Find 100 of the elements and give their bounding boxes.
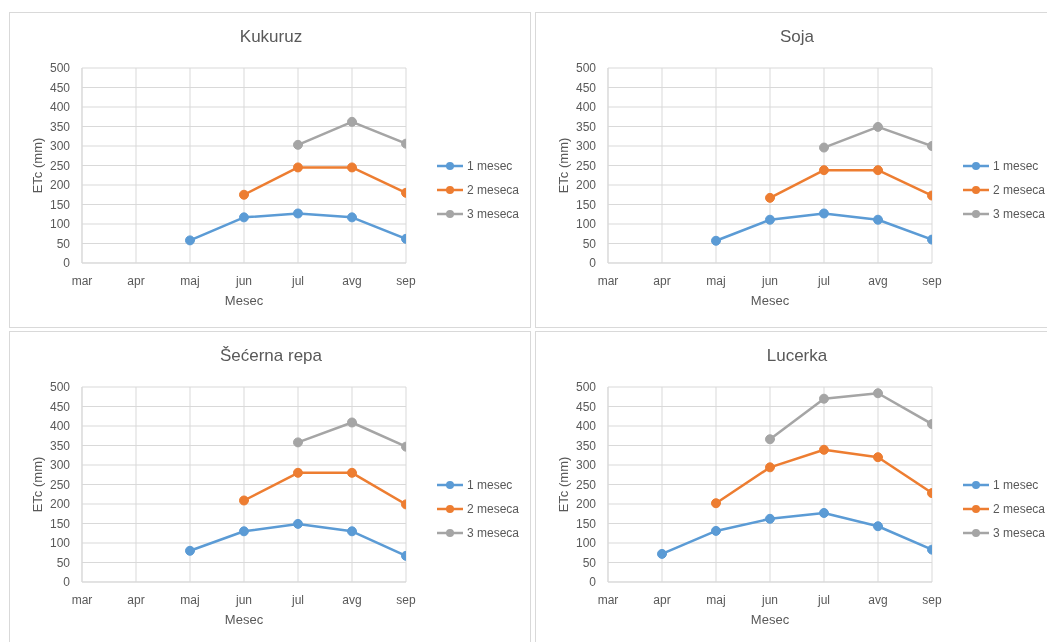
y-tick-label: 100 xyxy=(575,536,597,551)
legend-label: 2 meseca xyxy=(993,502,1046,516)
point xyxy=(819,208,829,219)
x-axis-title: Mesec xyxy=(750,292,790,308)
x-axis-title: Mesec xyxy=(750,611,790,627)
y-tick-label: 50 xyxy=(582,555,597,570)
y-tick-label: 300 xyxy=(49,139,71,154)
y-tick-label: 500 xyxy=(575,380,597,395)
x-tick-label: mar xyxy=(597,592,619,607)
x-tick-label: avg xyxy=(868,592,888,607)
y-tick-label: 450 xyxy=(49,399,71,414)
point xyxy=(765,192,775,203)
point xyxy=(711,498,721,509)
x-tick-label: maj xyxy=(180,592,200,607)
y-tick-label: 100 xyxy=(575,217,597,232)
y-tick-label: 50 xyxy=(56,236,71,251)
y-tick-label: 300 xyxy=(575,139,597,154)
point xyxy=(239,212,249,223)
y-axis-title: ETc (mm) xyxy=(29,137,45,194)
x-tick-label: avg xyxy=(342,592,362,607)
y-tick-label: 350 xyxy=(575,438,597,453)
y-tick-label: 400 xyxy=(575,419,597,434)
x-tick-label: mar xyxy=(71,592,93,607)
point xyxy=(873,521,883,532)
y-tick-label: 350 xyxy=(49,119,71,134)
chart-title: Kukuruz xyxy=(238,27,304,47)
y-tick-label: 200 xyxy=(49,178,71,193)
y-tick-label: 250 xyxy=(575,158,597,173)
point xyxy=(185,235,195,246)
x-axis-title: Mesec xyxy=(224,292,264,308)
y-tick-label: 0 xyxy=(63,575,71,590)
point xyxy=(239,495,249,506)
y-tick-label: 400 xyxy=(49,100,71,115)
y-tick-label: 400 xyxy=(575,100,597,115)
point xyxy=(819,142,829,153)
point xyxy=(293,467,303,478)
x-tick-label: sep xyxy=(922,273,942,288)
y-tick-label: 50 xyxy=(56,555,71,570)
point xyxy=(239,526,249,537)
point xyxy=(347,116,357,127)
y-tick-label: 0 xyxy=(589,256,597,271)
y-tick-label: 250 xyxy=(49,158,71,173)
point xyxy=(819,393,829,404)
legend-label: 3 meseca xyxy=(467,526,520,540)
x-tick-label: jun xyxy=(760,273,779,288)
x-tick-label: maj xyxy=(706,592,726,607)
chart-title: Lucerka xyxy=(765,346,829,366)
x-tick-label: jul xyxy=(816,592,831,607)
x-tick-label: jun xyxy=(234,592,253,607)
y-axis-title: ETc (mm) xyxy=(29,456,45,513)
legend-label: 1 mesec xyxy=(467,478,513,492)
legend-label: 3 meseca xyxy=(467,207,520,221)
point xyxy=(819,507,829,518)
point xyxy=(293,518,303,529)
x-tick-label: jul xyxy=(290,592,305,607)
point xyxy=(347,162,357,173)
x-tick-label: apr xyxy=(653,592,671,607)
point xyxy=(765,513,775,524)
point xyxy=(293,208,303,219)
point xyxy=(347,467,357,478)
point xyxy=(873,452,883,463)
legend-label: 1 mesec xyxy=(467,159,513,173)
x-tick-label: sep xyxy=(396,592,416,607)
point xyxy=(347,212,357,223)
y-tick-label: 200 xyxy=(575,497,597,512)
y-tick-label: 0 xyxy=(589,575,597,590)
x-tick-label: avg xyxy=(868,273,888,288)
point xyxy=(819,444,829,455)
y-tick-label: 0 xyxy=(63,256,71,271)
x-tick-label: sep xyxy=(396,273,416,288)
point xyxy=(765,434,775,445)
point xyxy=(657,548,667,559)
y-tick-label: 50 xyxy=(582,236,597,251)
y-tick-label: 100 xyxy=(49,536,71,551)
chart-title: Šećerna repa xyxy=(218,346,324,366)
x-tick-label: maj xyxy=(180,273,200,288)
y-tick-label: 500 xyxy=(49,61,71,76)
legend-label: 1 mesec xyxy=(993,478,1039,492)
y-tick-label: 450 xyxy=(49,80,71,95)
legend-label: 3 meseca xyxy=(993,526,1046,540)
x-tick-label: avg xyxy=(342,273,362,288)
x-tick-label: maj xyxy=(706,273,726,288)
point xyxy=(185,545,195,556)
x-tick-label: jun xyxy=(234,273,253,288)
point xyxy=(293,139,303,150)
y-tick-label: 150 xyxy=(575,516,597,531)
legend-label: 1 mesec xyxy=(993,159,1039,173)
y-axis-title: ETc (mm) xyxy=(555,456,571,513)
point xyxy=(765,214,775,225)
point xyxy=(873,214,883,225)
y-tick-label: 250 xyxy=(575,477,597,492)
y-tick-label: 450 xyxy=(575,399,597,414)
y-tick-label: 250 xyxy=(49,477,71,492)
x-tick-label: jul xyxy=(290,273,305,288)
x-tick-label: sep xyxy=(922,592,942,607)
point xyxy=(293,437,303,448)
point xyxy=(293,162,303,173)
y-tick-label: 150 xyxy=(49,516,71,531)
chart-title: Soja xyxy=(779,27,815,47)
y-tick-label: 200 xyxy=(49,497,71,512)
